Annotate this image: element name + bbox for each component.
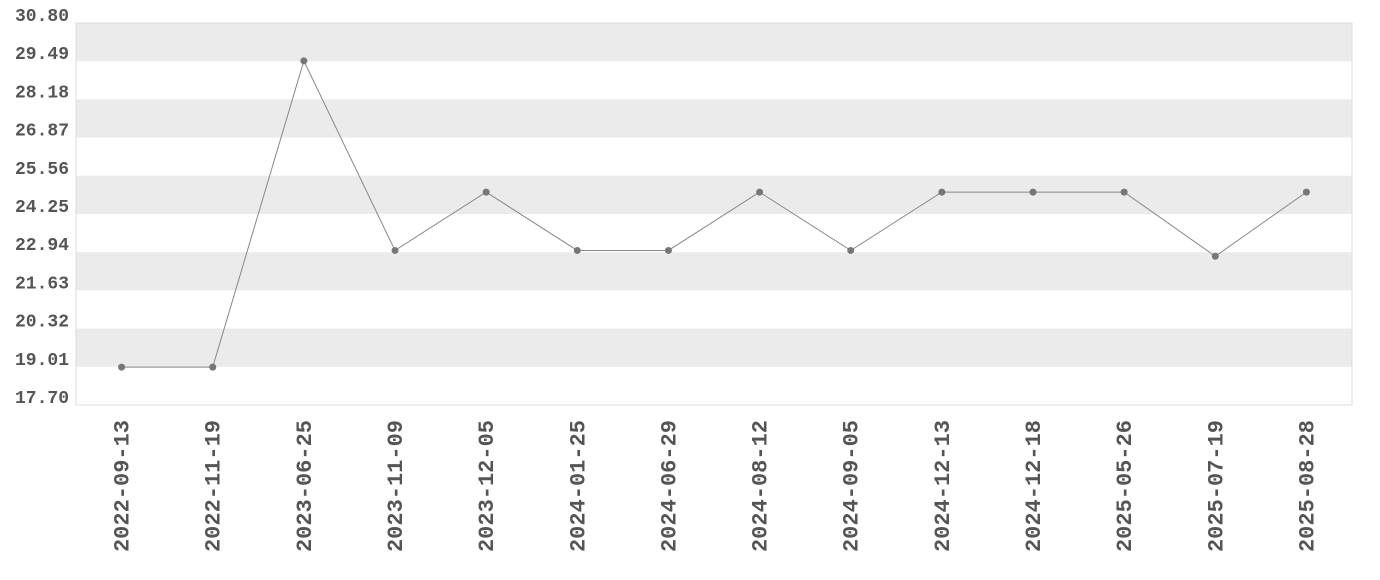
x-tick-label: 2025-07-19 [1204, 420, 1229, 552]
x-tick-label: 2024-08-12 [749, 420, 774, 552]
plot-frame [75, 22, 1353, 406]
grid-band [76, 328, 1352, 367]
y-tick-label: 24.25 [15, 198, 69, 218]
y-tick-label: 22.94 [15, 236, 69, 256]
y-tick-label: 29.49 [15, 45, 69, 65]
y-tick-label: 20.32 [15, 313, 69, 333]
x-tick-label: 2024-01-25 [566, 420, 591, 552]
x-tick-label: 2023-06-25 [293, 420, 318, 552]
point [1211, 252, 1219, 260]
grid-band [76, 99, 1352, 138]
point [1120, 188, 1128, 196]
x-tick-label: 2024-12-18 [1022, 420, 1047, 552]
x-tick-label: 2024-06-29 [657, 420, 682, 552]
point [938, 188, 946, 196]
x-tick-label: 2025-08-28 [1295, 420, 1320, 552]
y-tick-label: 25.56 [15, 160, 69, 180]
point [1302, 188, 1310, 196]
point [482, 188, 490, 196]
point [756, 188, 764, 196]
point [300, 57, 308, 65]
x-tick-label: 2024-12-13 [931, 420, 956, 552]
y-tick-label: 19.01 [15, 351, 69, 371]
x-tick-label: 2022-11-19 [202, 420, 227, 552]
x-tick-label: 2024-09-05 [840, 420, 865, 552]
x-tick-label: 2025-05-26 [1113, 420, 1138, 552]
point [573, 246, 581, 254]
point [847, 246, 855, 254]
point [118, 363, 126, 371]
x-tick-label: 2023-12-05 [475, 420, 500, 552]
series-line [121, 59, 1307, 368]
x-tick-label: 2022-09-13 [111, 420, 136, 552]
y-tick-label: 26.87 [15, 122, 69, 142]
point [391, 246, 399, 254]
point [664, 246, 672, 254]
grid-band [76, 23, 1352, 62]
grid-band [76, 175, 1352, 214]
y-tick-label: 17.70 [15, 389, 69, 409]
grid-band [76, 252, 1352, 291]
point [209, 363, 217, 371]
y-tick-label: 28.18 [15, 83, 69, 103]
x-tick-label: 2023-11-09 [384, 420, 409, 552]
point [1029, 188, 1037, 196]
y-tick-label: 21.63 [15, 274, 69, 294]
y-tick-label: 30.80 [15, 7, 69, 27]
